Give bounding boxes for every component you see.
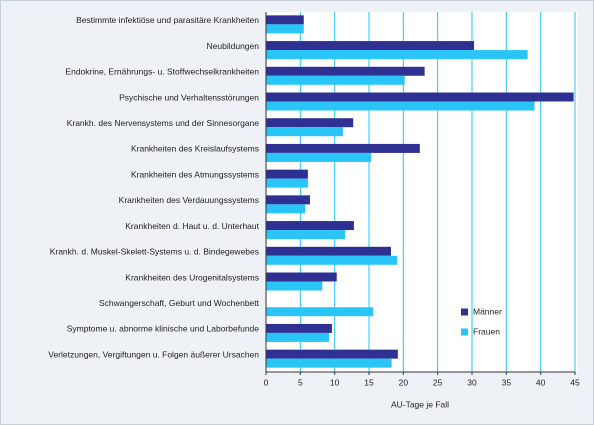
bar (266, 349, 398, 359)
x-tick-label: 25 (433, 377, 443, 387)
bar (266, 178, 308, 188)
bar (266, 92, 574, 102)
bar (266, 307, 374, 317)
bar (266, 41, 475, 51)
bar (266, 169, 308, 179)
x-tick-label: 10 (330, 377, 340, 387)
x-axis-label: AU-Tage je Fall (391, 399, 449, 409)
bar (266, 272, 337, 282)
y-tick-label: Krankheiten d. Haut u. d. Unterhaut (125, 221, 259, 231)
bar (266, 281, 323, 291)
y-tick-label: Krankheiten des Kreislaufsystems (131, 144, 259, 154)
y-tick-label: Verletzungen, Vergiftungen u. Folgen äuß… (48, 349, 259, 359)
x-tick-label: 35 (502, 377, 512, 387)
y-tick-label: Schwangerschaft, Geburt und Wochenbett (99, 298, 260, 308)
bar (266, 323, 332, 333)
y-tick-label: Psychische und Verhaltensstörungen (119, 92, 259, 102)
y-tick-label: Endokrine, Ernährungs- u. Stoffwechselkr… (65, 67, 259, 77)
bar (266, 127, 343, 137)
bar (266, 255, 398, 265)
x-tick-label: 0 (264, 377, 269, 387)
bar (266, 101, 535, 111)
x-tick-label: 30 (467, 377, 477, 387)
y-tick-label: Krankh. d. Muskel-Skelett-Systems u. d. … (50, 247, 259, 257)
bar (266, 143, 420, 153)
legend-swatch (461, 308, 468, 316)
y-tick-label: Krankheiten des Atmungssystems (131, 169, 259, 179)
y-tick-label: Neubildungen (207, 41, 260, 51)
bar (266, 118, 354, 128)
x-tick-label: 15 (364, 377, 374, 387)
bar (266, 15, 304, 25)
bar (266, 152, 372, 162)
x-tick-label: 45 (570, 377, 580, 387)
plot-area (266, 12, 578, 372)
y-tick-label: Bestimmte infektiöse und parasitäre Kran… (76, 15, 259, 25)
bar (266, 50, 528, 60)
bar (266, 75, 405, 85)
bar (266, 66, 425, 76)
bar (266, 221, 354, 231)
legend-label: Frauen (473, 326, 500, 336)
bar (266, 358, 392, 368)
bar (266, 246, 391, 256)
x-tick-label: 5 (298, 377, 303, 387)
y-tick-label: Symptome u. abnorme klinische und Laborb… (67, 324, 260, 334)
x-tick-label: 40 (536, 377, 546, 387)
bar (266, 332, 330, 342)
bar (266, 195, 310, 205)
bar (266, 204, 306, 214)
bar (266, 24, 304, 34)
y-tick-label: Krankh. des Nervensystems und der Sinnes… (67, 118, 260, 128)
legend-label: Männer (473, 306, 502, 316)
y-tick-label: Krankheiten des Urogenitalsystems (125, 272, 259, 282)
x-tick-label: 20 (399, 377, 409, 387)
bar (266, 230, 345, 240)
y-tick-label: Krankheiten des Verdauungssystems (119, 195, 259, 205)
legend-swatch (461, 328, 468, 336)
